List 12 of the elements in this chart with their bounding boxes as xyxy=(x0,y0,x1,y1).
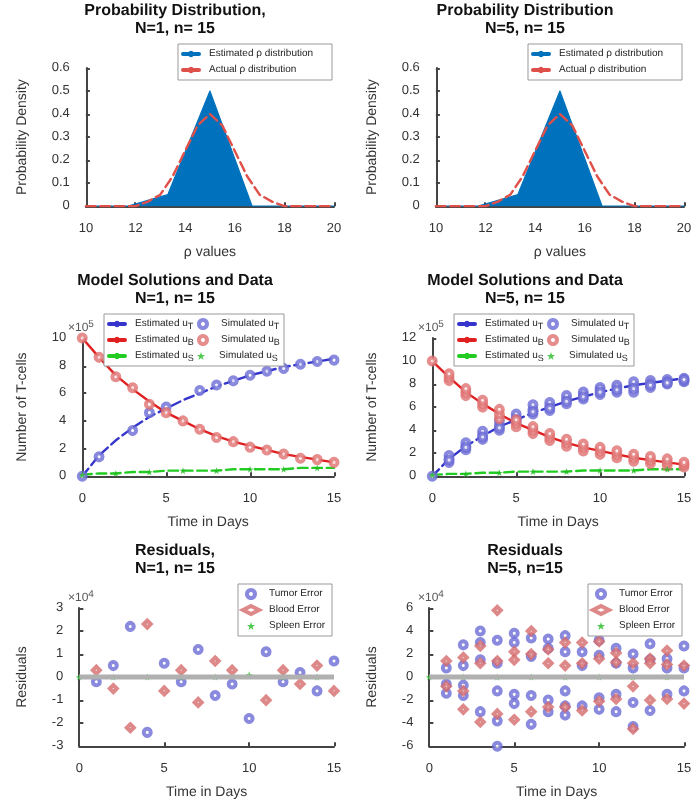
chart-subtitle: N=1, n= 15 xyxy=(134,559,217,577)
chart-title: Probability Distribution, xyxy=(84,1,266,19)
chart-subtitle: N=1, n= 15 xyxy=(134,289,217,307)
chart-title: Residuals, xyxy=(134,541,216,559)
chart-title: Model Solutions and Data xyxy=(427,271,624,289)
chart-title: Model Solutions and Data xyxy=(77,271,274,289)
chart-subtitle: N=1, n= 15 xyxy=(134,19,217,37)
chart-title: Probability Distribution xyxy=(436,1,614,19)
chart-subtitle: N=5, n= 15 xyxy=(484,19,567,37)
chart-subtitle: N=5, n=15 xyxy=(487,559,564,577)
chart-subtitle: N=5, n= 15 xyxy=(484,289,567,307)
chart-title: Residuals xyxy=(487,541,564,559)
